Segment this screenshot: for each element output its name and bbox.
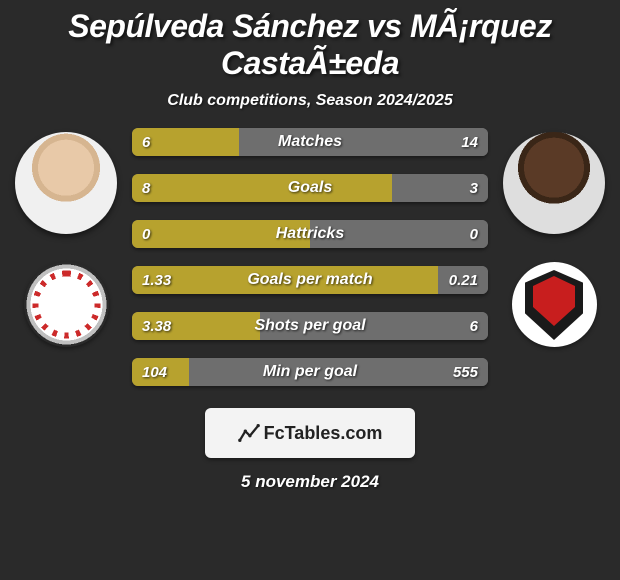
stat-label: Goals per match [132, 266, 488, 294]
comparison-grid: 614Matches 83Goals 00Hattricks 1.330.21Goal… [0, 128, 620, 386]
comparison-title: Sepúlveda Sánchez vs MÃ¡rquez CastaÃ±eda [0, 0, 620, 86]
comparison-subtitle: Club competitions, Season 2024/2025 [0, 92, 620, 110]
stat-row: 1.330.21Goals per match [132, 266, 488, 294]
brand-badge: FcTables.com [205, 408, 415, 458]
stat-label: Min per goal [132, 358, 488, 386]
stat-label: Shots per goal [132, 312, 488, 340]
brand-text: FcTables.com [264, 423, 383, 444]
stat-label: Hattricks [132, 220, 488, 248]
right-column [494, 128, 614, 347]
stat-bars: 614Matches 83Goals 00Hattricks 1.330.21Goal… [126, 128, 494, 386]
stat-row: 3.386Shots per goal [132, 312, 488, 340]
player-avatar-left [15, 132, 117, 234]
stat-label: Goals [132, 174, 488, 202]
stat-row: 83Goals [132, 174, 488, 202]
comparison-date: 5 november 2024 [0, 472, 620, 492]
club-badge-left [24, 262, 109, 347]
chart-icon [238, 422, 260, 444]
stat-row: 00Hattricks [132, 220, 488, 248]
player-avatar-right [503, 132, 605, 234]
stat-row: 614Matches [132, 128, 488, 156]
club-badge-right [512, 262, 597, 347]
stat-row: 104555Min per goal [132, 358, 488, 386]
stat-label: Matches [132, 128, 488, 156]
left-column [6, 128, 126, 347]
